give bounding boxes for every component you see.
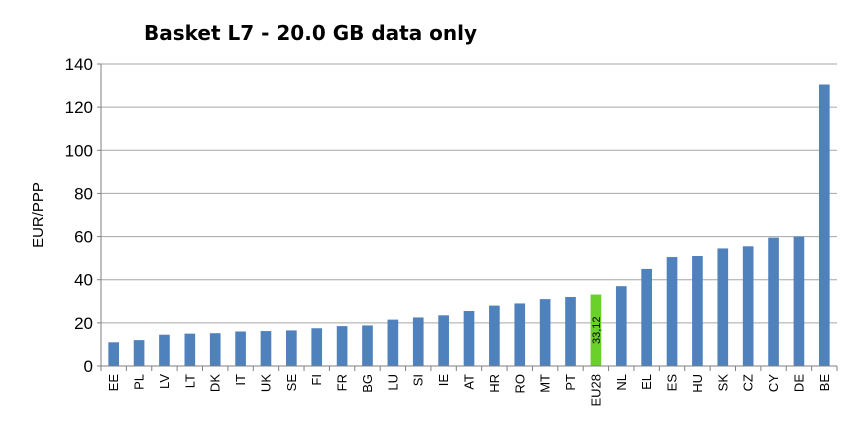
bar-se (286, 330, 297, 366)
y-tick-label: 80 (74, 184, 93, 203)
x-tick-label: BE (817, 374, 832, 392)
y-tick-label: 0 (84, 357, 93, 376)
bar-at (463, 310, 475, 366)
x-tick-label: AT (462, 374, 477, 390)
bar-dk (209, 333, 221, 366)
y-tick-label: 20 (74, 314, 93, 333)
bar-be (818, 84, 830, 366)
bar-cy (768, 237, 779, 366)
x-tick-label: RO (512, 374, 527, 394)
bar-si (412, 317, 424, 366)
bar-lv (159, 334, 170, 366)
x-tick-label: CY (766, 374, 781, 392)
data-labels: 33,12 (591, 317, 603, 345)
y-tick-label: 40 (74, 271, 93, 290)
bar-eu28 (590, 294, 602, 366)
gridlines (101, 63, 837, 324)
y-tick-label: 100 (65, 141, 93, 160)
x-tick-label: LV (157, 374, 172, 389)
x-tick-label: IE (436, 374, 451, 387)
bar-fr (336, 326, 348, 366)
x-tick-label: IT (233, 374, 248, 386)
x-tick-label: LU (385, 374, 400, 391)
bar-hr (489, 305, 500, 366)
bar-sk (717, 248, 729, 366)
bar-lt (184, 333, 196, 366)
bar-lu (387, 319, 399, 366)
x-tick-label: NL (614, 374, 629, 391)
bar-nl (615, 286, 627, 366)
axes (97, 63, 838, 371)
x-tick-label: EE (106, 374, 121, 392)
bar-de (793, 236, 805, 366)
x-tick-label: FI (309, 374, 324, 386)
bar-it (235, 331, 246, 366)
x-tick-label: PT (563, 374, 578, 391)
x-tick-labels: EE PL LV LT DK IT UK SE FI FR BG LU SI IE AT HR RO MT PT EU… (106, 374, 832, 407)
x-tick-label: DK (208, 374, 223, 392)
bar-bg (362, 325, 373, 366)
x-tick-label: DE (791, 374, 806, 392)
x-tick-label: BG (360, 374, 375, 393)
bar-pt (565, 296, 576, 366)
bar-ro (514, 303, 526, 366)
x-tick-label: PL (132, 374, 147, 390)
x-tick-label: SK (715, 374, 730, 392)
bar-es (666, 257, 678, 366)
data-label-eu28: 33,12 (591, 317, 603, 345)
x-tick-label: LT (182, 374, 197, 388)
bar-ee (108, 342, 120, 366)
y-tick-labels: 0 20 40 60 80 100 120 140 (65, 55, 93, 376)
x-tick-label: CZ (741, 374, 756, 391)
x-tick-label: MT (538, 374, 553, 393)
x-tick-label: EU28 (588, 374, 603, 407)
x-tick-label: ES (665, 374, 680, 392)
bar-pl (133, 340, 145, 366)
bar-ie (438, 315, 449, 366)
x-tick-label: FR (335, 374, 350, 391)
y-axis-label: EUR/PPP (30, 182, 47, 248)
bar-mt (539, 299, 551, 366)
x-tick-label: SE (284, 374, 299, 392)
bars (108, 84, 830, 366)
x-tick-label: SI (411, 374, 426, 386)
x-tick-label: HU (690, 374, 705, 393)
bar-uk (260, 331, 272, 366)
chart-title: Basket L7 - 20.0 GB data only (144, 21, 477, 45)
x-tick-label: HR (487, 374, 502, 393)
x-tick-label: UK (258, 374, 273, 392)
bar-cz (742, 246, 754, 366)
bar-fi (311, 328, 323, 366)
y-tick-label: 140 (65, 55, 93, 74)
bar-el (641, 268, 652, 366)
bar-hu (692, 255, 703, 366)
y-tick-label: 60 (74, 228, 93, 247)
y-tick-label: 120 (65, 98, 93, 117)
x-tick-label: EL (639, 374, 654, 390)
